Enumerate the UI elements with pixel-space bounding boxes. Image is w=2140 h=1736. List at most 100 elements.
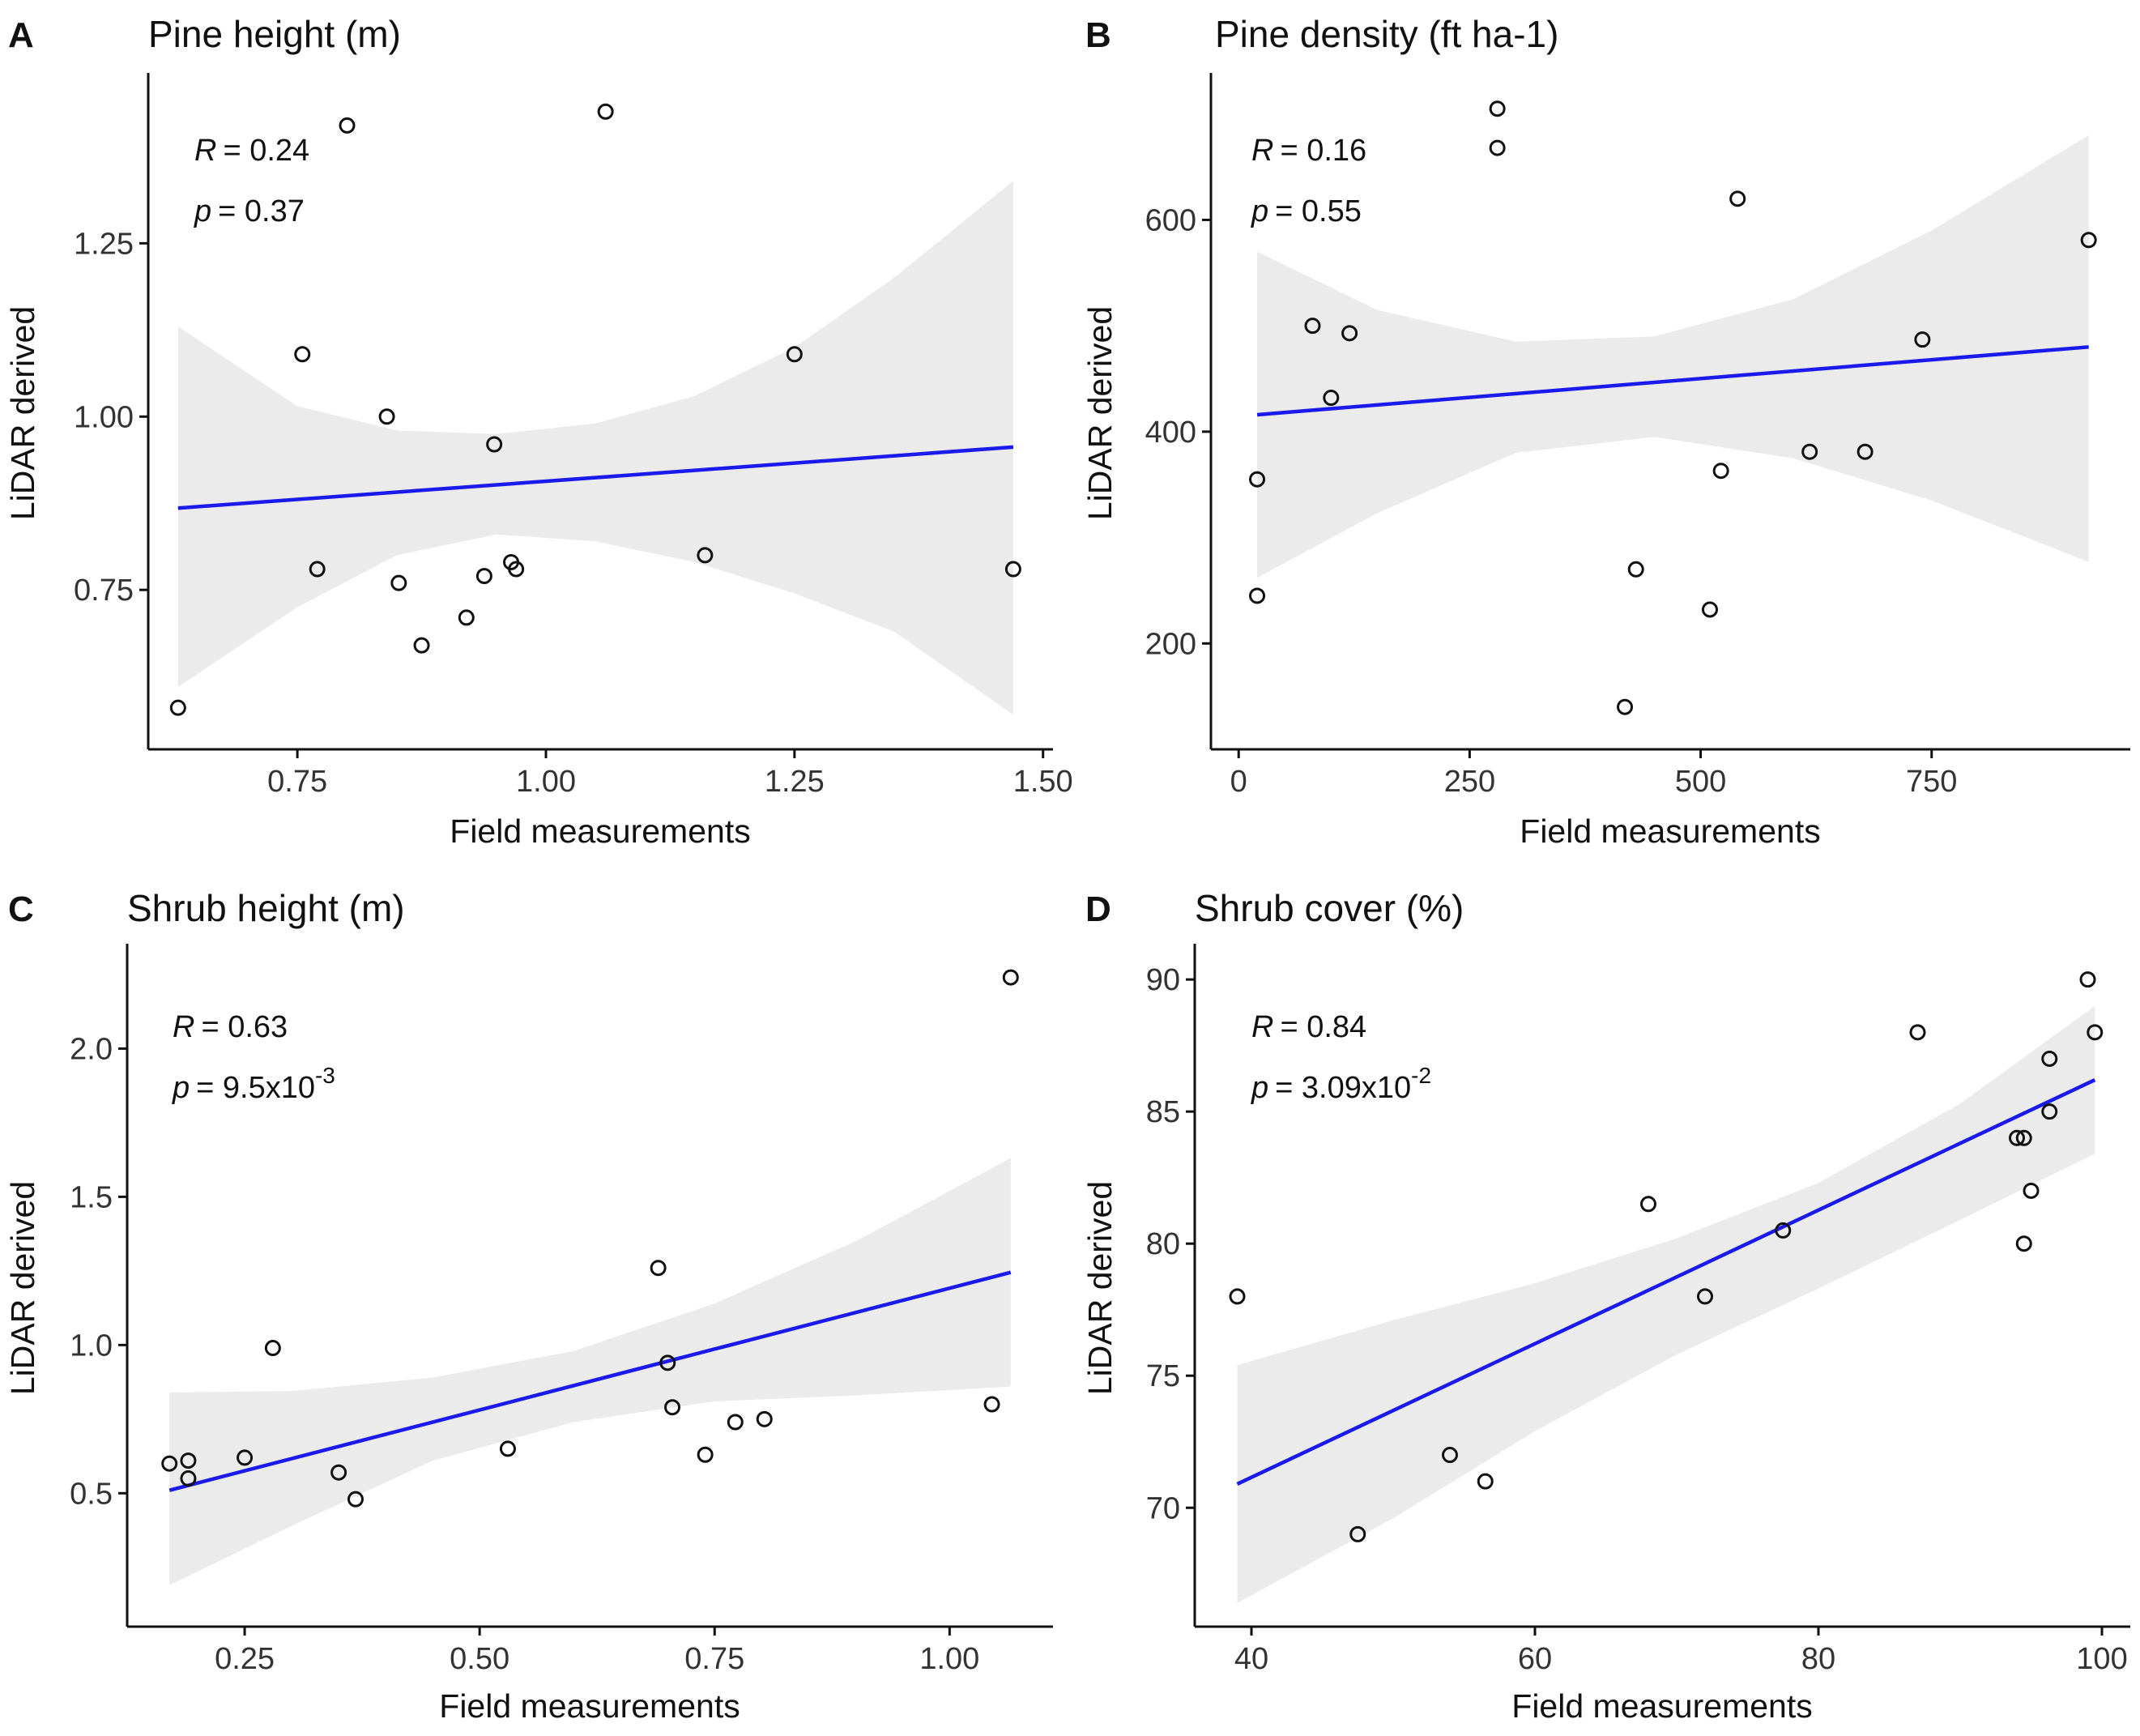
confidence-band bbox=[169, 1158, 1011, 1585]
data-point bbox=[413, 637, 430, 654]
data-point bbox=[1627, 561, 1644, 578]
data-point bbox=[1640, 1196, 1656, 1213]
y-tick-label: 80 bbox=[1146, 1227, 1180, 1261]
y-axis-title: LiDAR derived bbox=[1081, 306, 1119, 520]
y-axis-title: LiDAR derived bbox=[4, 306, 41, 520]
panel-a: 0.75 1.00 1.25 1.50 0.75 1.00 1.25 A Pine height… bbox=[4, 13, 1073, 850]
x-tick-label: 1.25 bbox=[765, 765, 825, 799]
panel-letter: D bbox=[1085, 889, 1111, 929]
data-point bbox=[1489, 139, 1506, 156]
data-point bbox=[1617, 698, 1634, 715]
y-tick-label: 0.5 bbox=[70, 1477, 113, 1511]
data-point bbox=[756, 1410, 773, 1427]
data-point bbox=[1002, 969, 1019, 986]
data-point bbox=[1249, 587, 1266, 604]
confidence-band bbox=[1237, 1005, 2095, 1603]
data-point bbox=[1914, 331, 1931, 348]
correlation-r: R = 0.63 bbox=[173, 1010, 288, 1044]
y-tick-label: 90 bbox=[1146, 963, 1180, 997]
data-point bbox=[339, 117, 356, 134]
data-point bbox=[180, 1470, 197, 1487]
data-point bbox=[1775, 1222, 1792, 1239]
data-point bbox=[2087, 1024, 2104, 1041]
data-point bbox=[1701, 601, 1718, 618]
x-tick-label: 0.75 bbox=[684, 1642, 744, 1676]
data-point bbox=[2041, 1103, 2058, 1120]
x-tick-label: 500 bbox=[1675, 765, 1726, 799]
y-tick-label: 1.0 bbox=[70, 1329, 113, 1363]
y-axis-title: LiDAR derived bbox=[1081, 1181, 1119, 1395]
confidence-band bbox=[177, 181, 1013, 715]
data-point bbox=[650, 1260, 667, 1277]
x-tick-label: 250 bbox=[1444, 765, 1495, 799]
data-point bbox=[1477, 1473, 1494, 1490]
regression-line bbox=[168, 1270, 1012, 1492]
x-tick-label: 1.50 bbox=[1013, 765, 1073, 799]
data-point bbox=[458, 609, 475, 626]
panel-title: Shrub height (m) bbox=[127, 887, 405, 929]
x-axis-title: Field measurements bbox=[1511, 1687, 1812, 1725]
panel-letter: A bbox=[8, 15, 34, 55]
x-axis-title: Field measurements bbox=[1520, 813, 1820, 850]
data-point bbox=[486, 436, 503, 453]
regression-line bbox=[1256, 345, 2089, 417]
x-tick-label: 0 bbox=[1230, 765, 1247, 799]
data-point bbox=[786, 346, 803, 363]
p-value: p = 3.09x10-2 bbox=[1251, 1063, 1431, 1105]
y-tick-label: 70 bbox=[1146, 1491, 1180, 1525]
data-point bbox=[1341, 325, 1358, 342]
p-value: p = 0.37 bbox=[194, 194, 305, 228]
y-tick-label: 75 bbox=[1146, 1359, 1180, 1393]
panel-letter: B bbox=[1085, 15, 1111, 55]
y-tick-label: 85 bbox=[1146, 1095, 1180, 1129]
data-point bbox=[475, 568, 492, 585]
data-point bbox=[294, 346, 311, 363]
data-point bbox=[1801, 443, 1818, 460]
data-point bbox=[1712, 463, 1729, 480]
data-point bbox=[597, 103, 614, 120]
correlation-r: R = 0.24 bbox=[194, 134, 309, 168]
data-point bbox=[264, 1340, 281, 1357]
y-tick-label: 2.0 bbox=[70, 1032, 113, 1066]
panel-d: 40 60 80 100 70 75 80 85 90 D Shrub cover (%) Field… bbox=[1081, 887, 2130, 1725]
x-tick-label: 40 bbox=[1234, 1642, 1268, 1676]
data-point bbox=[309, 561, 326, 578]
y-tick-label: 0.75 bbox=[74, 574, 134, 608]
data-point bbox=[2015, 1129, 2032, 1146]
data-point bbox=[664, 1399, 681, 1416]
p-value: p = 0.55 bbox=[1251, 194, 1362, 228]
data-point bbox=[2080, 232, 2097, 249]
panel-letter: C bbox=[8, 889, 34, 929]
data-point bbox=[697, 547, 714, 564]
data-point bbox=[1857, 443, 1874, 460]
data-point bbox=[1323, 390, 1340, 407]
panel-b: 0 250 500 750 200 400 600 B Pine density (ft ha-… bbox=[1081, 13, 2130, 850]
correlation-r: R = 0.16 bbox=[1251, 134, 1366, 168]
data-point bbox=[2023, 1182, 2040, 1199]
data-point bbox=[659, 1354, 676, 1371]
data-point bbox=[161, 1455, 178, 1472]
data-point bbox=[1349, 1525, 1366, 1542]
panel-title: Pine density (ft ha-1) bbox=[1215, 13, 1558, 55]
data-point bbox=[1729, 190, 1746, 207]
x-tick-label: 0.75 bbox=[267, 765, 327, 799]
data-point bbox=[1909, 1024, 1926, 1041]
data-point bbox=[180, 1452, 197, 1469]
x-tick-label: 750 bbox=[1906, 765, 1957, 799]
panel-title: Pine height (m) bbox=[148, 13, 401, 55]
data-point bbox=[237, 1449, 254, 1466]
data-point bbox=[330, 1464, 347, 1481]
data-point bbox=[378, 408, 395, 425]
data-point bbox=[499, 1440, 516, 1457]
y-axis-title: LiDAR derived bbox=[4, 1181, 41, 1395]
x-tick-label: 0.50 bbox=[450, 1642, 509, 1676]
x-tick-label: 0.25 bbox=[215, 1642, 275, 1676]
panel-c: 0.25 0.50 0.75 1.00 0.5 1.0 1.5 2.0 C Shrub heigh… bbox=[4, 887, 1053, 1725]
x-axis-title: Field measurements bbox=[439, 1687, 740, 1725]
data-point bbox=[1249, 471, 1266, 488]
y-tick-label: 1.5 bbox=[70, 1180, 113, 1214]
x-tick-label: 100 bbox=[2076, 1642, 2127, 1676]
data-point bbox=[2041, 1050, 2058, 1067]
data-point bbox=[1489, 100, 1506, 117]
confidence-band bbox=[1257, 134, 2089, 578]
